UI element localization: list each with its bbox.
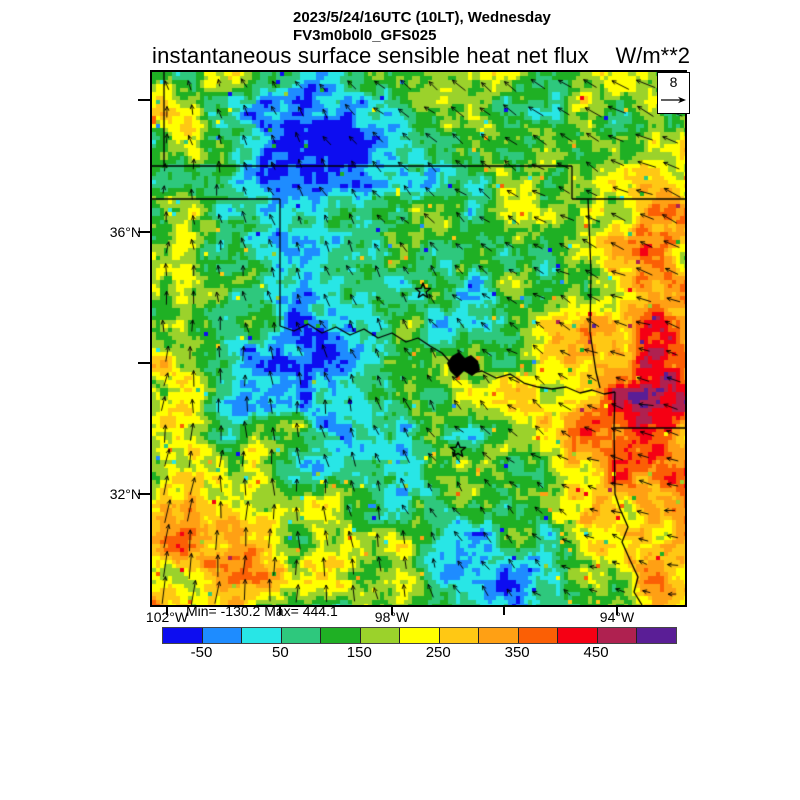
- heat-flux-map-canvas: [152, 72, 685, 605]
- lon-tick-label: 94°W: [599, 609, 635, 625]
- plot-title: instantaneous surface sensible heat net …: [152, 43, 589, 68]
- lon-tick: [279, 606, 281, 615]
- minmax-stats-label: Min= -130.2 Max= 444.1: [186, 603, 338, 619]
- colorbar-cell: [557, 628, 597, 643]
- plot-units-label: W/m**2: [615, 43, 690, 68]
- lon-tick-label: 98°W: [374, 609, 410, 625]
- lat-tick-label: 36°N: [109, 224, 141, 240]
- colorbar-tick-label: 150: [346, 644, 372, 661]
- colorbar-tick-label: 450: [583, 644, 609, 661]
- colorbar-tick-label: 350: [504, 644, 530, 661]
- colorbar-cell: [241, 628, 281, 643]
- colorbar-cell: [201, 628, 242, 643]
- wind-reference-arrow-icon: [661, 96, 686, 104]
- lon-tick: [616, 606, 618, 615]
- colorbar-tick-label: 250: [425, 644, 451, 661]
- lon-tick: [503, 606, 505, 615]
- lat-tick-label: 32°N: [109, 486, 141, 502]
- colorbar-tick-label: -50: [190, 644, 213, 661]
- colorbar: [162, 627, 677, 644]
- lat-tick: [138, 362, 152, 364]
- run-datetime-label: 2023/5/24/16UTC (10LT), Wednesday: [293, 9, 551, 26]
- colorbar-tick-label: 50: [272, 644, 289, 661]
- lon-tick-label: 102°W: [145, 609, 189, 625]
- colorbar-cell: [320, 628, 360, 643]
- wind-reference-value: 8: [669, 74, 678, 90]
- lon-tick: [166, 606, 168, 615]
- model-name-label: FV3m0b0l0_GFS025: [293, 27, 437, 44]
- colorbar-cell: [596, 628, 637, 643]
- colorbar-cell: [163, 628, 202, 643]
- colorbar-cell: [280, 628, 321, 643]
- colorbar-cell: [438, 628, 479, 643]
- lat-tick: [138, 493, 152, 495]
- lon-tick: [391, 606, 393, 615]
- colorbar-labels: -50 50 150 250 350 450: [162, 644, 675, 662]
- colorbar-cell: [636, 628, 676, 643]
- colorbar-cell: [478, 628, 518, 643]
- wind-reference-box: 8: [657, 72, 690, 114]
- lat-tick: [138, 231, 152, 233]
- colorbar-cell: [399, 628, 439, 643]
- colorbar-cell: [359, 628, 400, 643]
- colorbar-cell: [517, 628, 558, 643]
- lat-tick: [138, 99, 152, 101]
